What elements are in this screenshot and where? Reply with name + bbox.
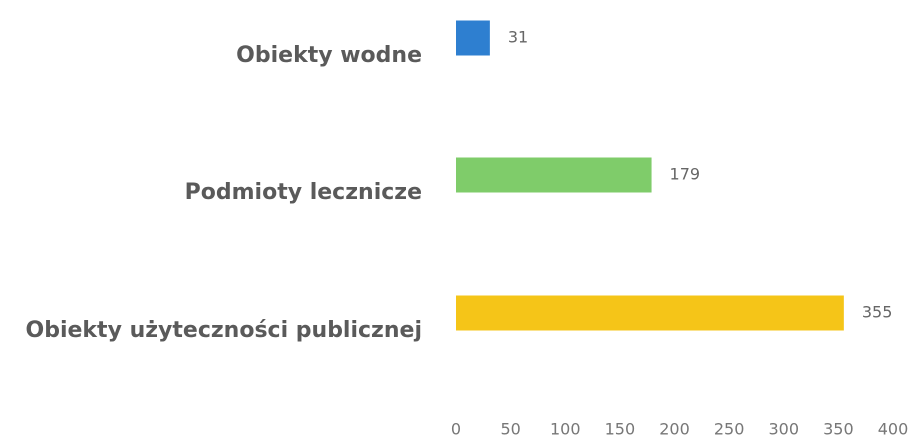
x-tick-label: 250: [714, 420, 745, 439]
bar: [456, 157, 652, 193]
category-label: Obiekty wodne: [236, 43, 422, 68]
x-tick-label: 150: [605, 420, 636, 439]
value-label: 179: [670, 165, 701, 184]
category-label: Obiekty użyteczności publicznej: [26, 318, 422, 343]
x-tick-label: 50: [500, 420, 520, 439]
x-tick-label: 400: [878, 420, 909, 439]
x-tick-label: 350: [823, 420, 854, 439]
x-tick-label: 300: [768, 420, 799, 439]
x-tick-label: 100: [550, 420, 581, 439]
bar: [456, 295, 844, 331]
x-tick-label: 200: [659, 420, 690, 439]
value-label: 355: [862, 303, 893, 322]
x-tick-label: 0: [451, 420, 461, 439]
bar: [456, 20, 490, 56]
category-label: Podmioty lecznicze: [185, 180, 422, 205]
value-label: 31: [508, 28, 528, 47]
